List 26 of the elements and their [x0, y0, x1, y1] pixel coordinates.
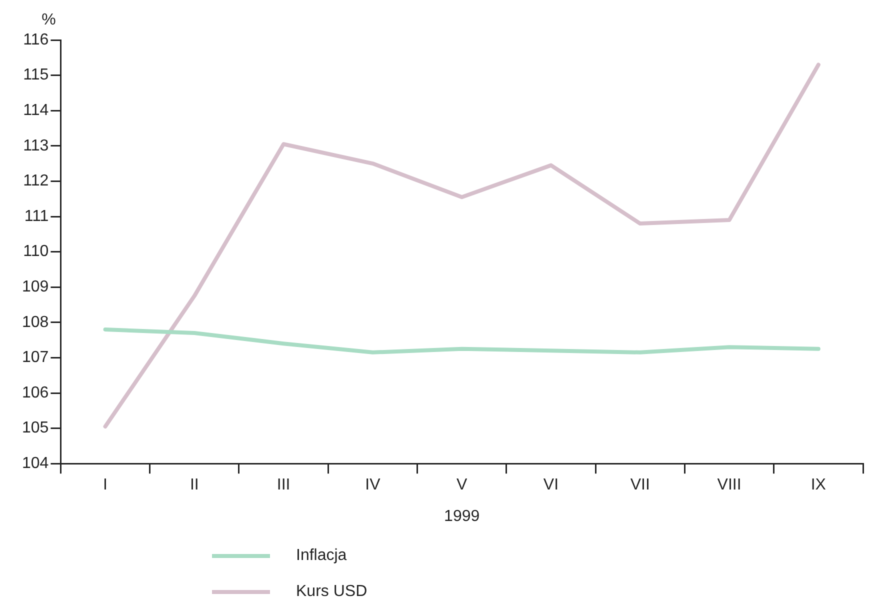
- y-tick-label: 116: [23, 31, 49, 48]
- y-tick-label: 106: [22, 384, 49, 402]
- x-tick-label: V: [456, 476, 468, 494]
- y-tick-label: 111: [24, 208, 49, 225]
- y-tick-label: 114: [23, 102, 49, 120]
- x-axis-title: 1999: [444, 508, 480, 525]
- x-tick-label: VI: [543, 476, 559, 494]
- x-tick-label: VII: [630, 476, 650, 494]
- y-tick-label: 108: [22, 314, 49, 331]
- legend-label: Inflacja: [296, 547, 347, 565]
- y-tick-label: 105: [22, 420, 49, 437]
- x-tick-label: VIII: [717, 476, 742, 494]
- y-tick-label: 112: [23, 172, 49, 190]
- legend-label: Kurs USD: [296, 583, 368, 598]
- x-tick-label: IX: [810, 476, 826, 494]
- y-tick-label: 115: [23, 66, 49, 84]
- x-tick-label: I: [103, 476, 108, 494]
- y-tick-label: 107: [22, 349, 49, 366]
- y-tick-label: 109: [22, 278, 49, 296]
- y-axis-title: %: [42, 11, 56, 28]
- x-tick-label: IV: [365, 476, 381, 494]
- y-tick-label: 113: [23, 137, 49, 154]
- y-tick-label: 104: [22, 455, 49, 472]
- x-tick-label: III: [276, 476, 290, 494]
- y-tick-label: 110: [23, 243, 49, 260]
- x-tick-label: II: [190, 476, 199, 494]
